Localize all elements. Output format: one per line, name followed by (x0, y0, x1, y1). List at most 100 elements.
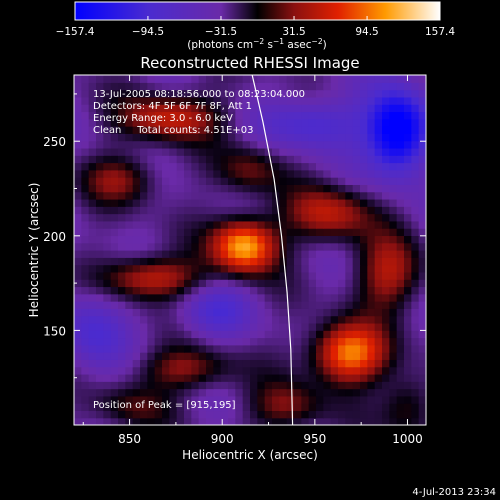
heatmap-cell (118, 235, 126, 244)
heatmap-cell (242, 75, 251, 83)
heatmap-cell (323, 388, 332, 397)
heatmap-cell (176, 403, 185, 412)
heatmap-cell (279, 104, 288, 113)
heatmap-cell (125, 293, 134, 302)
heatmap-cell (96, 235, 104, 244)
heatmap-cell (220, 286, 229, 295)
heatmap-cell (352, 155, 361, 164)
heatmap-cell (154, 359, 163, 368)
heatmap-cell (294, 417, 302, 425)
heatmap-cell (213, 191, 222, 200)
heatmap-cell (110, 198, 119, 207)
heatmap-cell (418, 220, 426, 229)
heatmap-cell (286, 315, 295, 324)
heatmap-cell (81, 242, 90, 251)
heatmap-cell (367, 104, 376, 113)
heatmap-cell (272, 344, 280, 353)
heatmap-cell (382, 118, 390, 127)
heatmap-cell (96, 257, 104, 266)
heatmap-cell (330, 293, 339, 302)
heatmap-cell (103, 133, 112, 142)
heatmap-cell (242, 308, 251, 317)
heatmap-cell (418, 293, 426, 302)
heatmap-cell (169, 206, 178, 215)
heatmap-cell (272, 250, 280, 258)
heatmap-cell (404, 104, 412, 113)
heatmap-cell (206, 286, 214, 295)
heatmap-cell (74, 286, 82, 295)
heatmap-cell (279, 242, 288, 251)
heatmap-cell (382, 198, 390, 207)
heatmap-cell (264, 191, 273, 200)
heatmap-cell (286, 322, 295, 331)
heatmap-cell (301, 162, 310, 171)
heatmap-cell (147, 373, 156, 382)
heatmap-cell (103, 89, 112, 98)
heatmap-cell (96, 264, 104, 273)
heatmap-cell (235, 235, 244, 244)
heatmap-cell (125, 330, 134, 339)
heatmap-cell (264, 337, 273, 346)
heatmap-cell (286, 162, 295, 171)
heatmap-cell (184, 126, 192, 134)
heatmap-cell (294, 315, 302, 324)
heatmap-cell (220, 147, 229, 156)
heatmap-cell (411, 344, 420, 353)
heatmap-cell (191, 133, 200, 142)
heatmap-cell (88, 359, 97, 368)
heatmap-cell (213, 184, 222, 193)
heatmap-cell (74, 373, 82, 382)
heatmap-cell (154, 250, 163, 258)
heatmap-cell (184, 184, 192, 193)
heatmap-cell (184, 337, 192, 346)
heatmap-cell (308, 322, 317, 331)
heatmap-cell (132, 104, 141, 113)
heatmap-cell (88, 352, 97, 360)
heatmap-cell (96, 242, 104, 251)
heatmap-cell (88, 373, 97, 382)
heatmap-cell (330, 242, 339, 251)
heatmap-cell (162, 308, 170, 317)
heatmap-cell (279, 271, 288, 280)
heatmap-cell (103, 235, 112, 244)
heatmap-cell (286, 89, 295, 98)
heatmap-cell (140, 177, 148, 185)
heatmap-cell (389, 250, 398, 258)
heatmap-cell (418, 198, 426, 207)
heatmap-cell (81, 213, 90, 222)
heatmap-cell (81, 228, 90, 237)
heatmap-cell (286, 191, 295, 200)
heatmap-cell (103, 388, 112, 397)
heatmap-cell (81, 381, 90, 390)
heatmap-cell (272, 388, 280, 397)
heatmap-cell (220, 155, 229, 164)
heatmap-cell (250, 271, 258, 280)
heatmap-cell (257, 75, 266, 83)
heatmap-cell (286, 177, 295, 185)
heatmap-cell (118, 322, 126, 331)
heatmap-cell (154, 111, 163, 120)
heatmap-cell (154, 301, 163, 309)
heatmap-cell (330, 206, 339, 215)
solar-limb-curve (251, 75, 294, 425)
heatmap-cell (206, 96, 214, 105)
heatmap-cell (352, 169, 361, 178)
heatmap-cell (338, 184, 346, 193)
heatmap-cell (308, 75, 317, 83)
heatmap-cell (418, 177, 426, 185)
heatmap-cell (367, 162, 376, 171)
heatmap-cell (352, 395, 361, 404)
heatmap-cell (264, 264, 273, 273)
heatmap-cell (110, 206, 119, 215)
heatmap-cell (382, 286, 390, 295)
heatmap-cell (213, 213, 222, 222)
heatmap-cell (389, 89, 398, 98)
heatmap-cell (301, 213, 310, 222)
heatmap-cell (257, 184, 266, 193)
heatmap-cell (396, 250, 405, 258)
heatmap-cell (279, 133, 288, 142)
heatmap-cell (345, 366, 354, 375)
heatmap-cell (176, 133, 185, 142)
heatmap-cell (396, 388, 405, 397)
heatmap-cell (103, 111, 112, 120)
